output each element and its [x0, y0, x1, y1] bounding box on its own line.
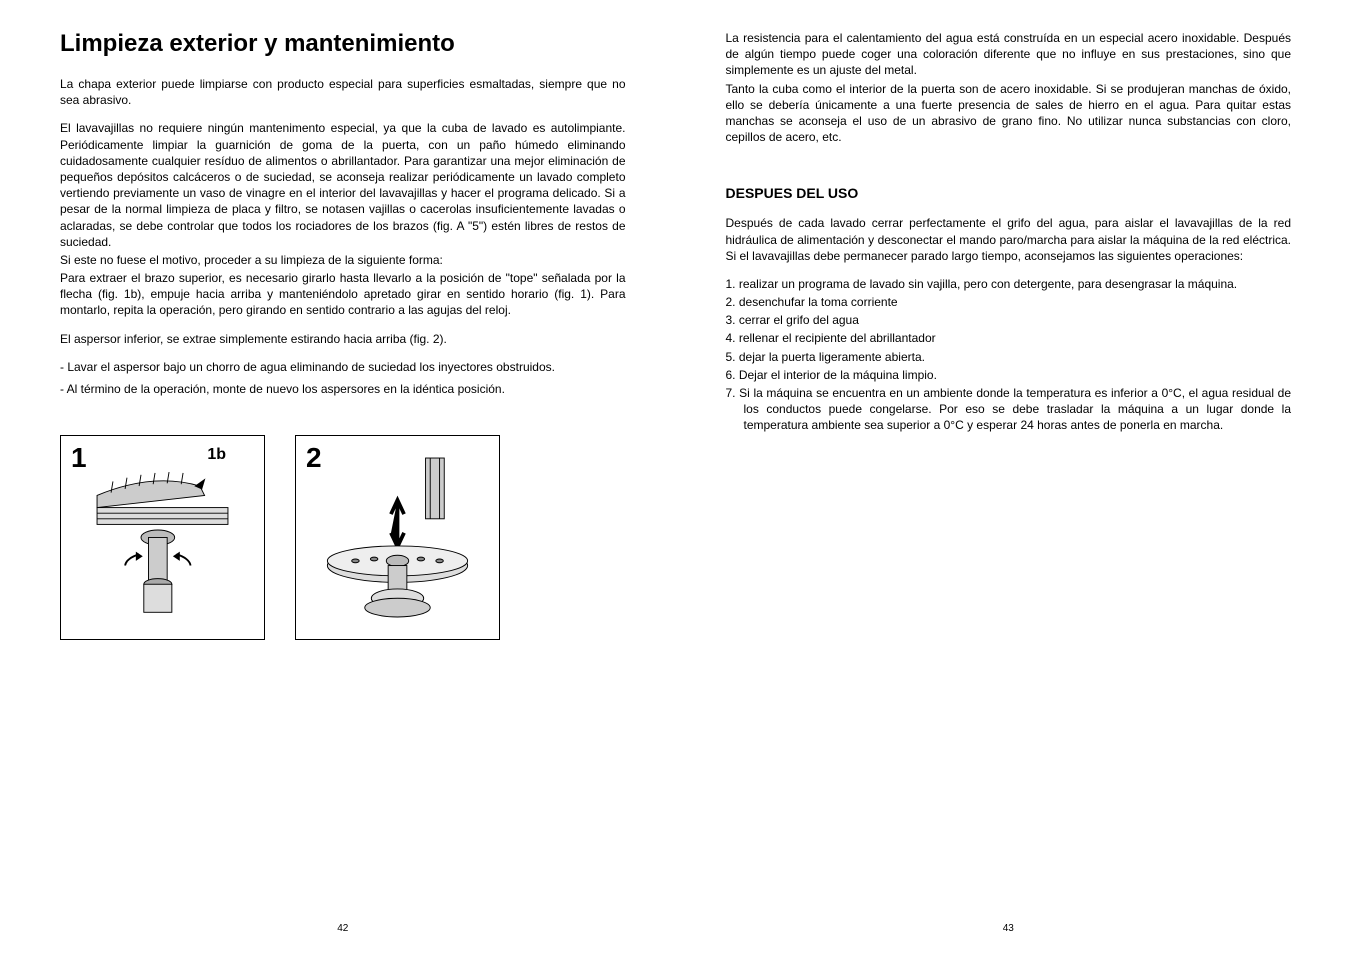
- paragraph: La resistencia para el calentamiento del…: [726, 30, 1292, 79]
- left-page: Limpieza exterior y mantenimiento La cha…: [40, 30, 676, 934]
- bullet-list: - Lavar el aspersor bajo un chorro de ag…: [60, 359, 626, 403]
- figure-label: 2: [306, 442, 322, 474]
- paragraph: Tanto la cuba como el interior de la pue…: [726, 81, 1292, 146]
- list-item: 3. cerrar el grifo del agua: [726, 312, 1292, 328]
- list-item: 1. realizar un programa de lavado sin va…: [726, 276, 1292, 292]
- page-title: Limpieza exterior y mantenimiento: [60, 30, 626, 58]
- spray-arm-bottom-icon: [304, 444, 491, 631]
- section-heading: DESPUES DEL USO: [726, 185, 1292, 201]
- figure-1: 1 1b: [60, 435, 265, 640]
- figure-2: 2: [295, 435, 500, 640]
- paragraph: Después de cada lavado cerrar perfectame…: [726, 215, 1292, 264]
- numbered-list: 1. realizar un programa de lavado sin va…: [726, 276, 1292, 436]
- figure-label: 1: [71, 442, 87, 474]
- paragraph: El lavavajillas no requiere ningún mante…: [60, 120, 626, 250]
- right-page: La resistencia para el calentamiento del…: [676, 30, 1312, 934]
- spray-arm-top-icon: [69, 444, 256, 631]
- list-item: 2. desenchufar la toma corriente: [726, 294, 1292, 310]
- page-number: 42: [60, 903, 626, 934]
- list-item: 6. Dejar el interior de la máquina limpi…: [726, 367, 1292, 383]
- paragraph: Para extraer el brazo superior, es neces…: [60, 270, 626, 319]
- list-item: 7. Si la máquina se encuentra en un ambi…: [726, 385, 1292, 434]
- paragraph: La chapa exterior puede limpiarse con pr…: [60, 76, 626, 108]
- figures-container: 1 1b: [60, 435, 626, 640]
- paragraph: Si este no fuese el motivo, proceder a s…: [60, 252, 626, 268]
- bullet-item: - Lavar el aspersor bajo un chorro de ag…: [60, 359, 626, 375]
- bullet-item: - Al término de la operación, monte de n…: [60, 381, 626, 397]
- page-number: 43: [726, 903, 1292, 934]
- list-item: 5. dejar la puerta ligeramente abierta.: [726, 349, 1292, 365]
- paragraph: El aspersor inferior, se extrae simpleme…: [60, 331, 626, 347]
- figure-sublabel: 1b: [207, 446, 226, 464]
- list-item: 4. rellenar el recipiente del abrillanta…: [726, 330, 1292, 346]
